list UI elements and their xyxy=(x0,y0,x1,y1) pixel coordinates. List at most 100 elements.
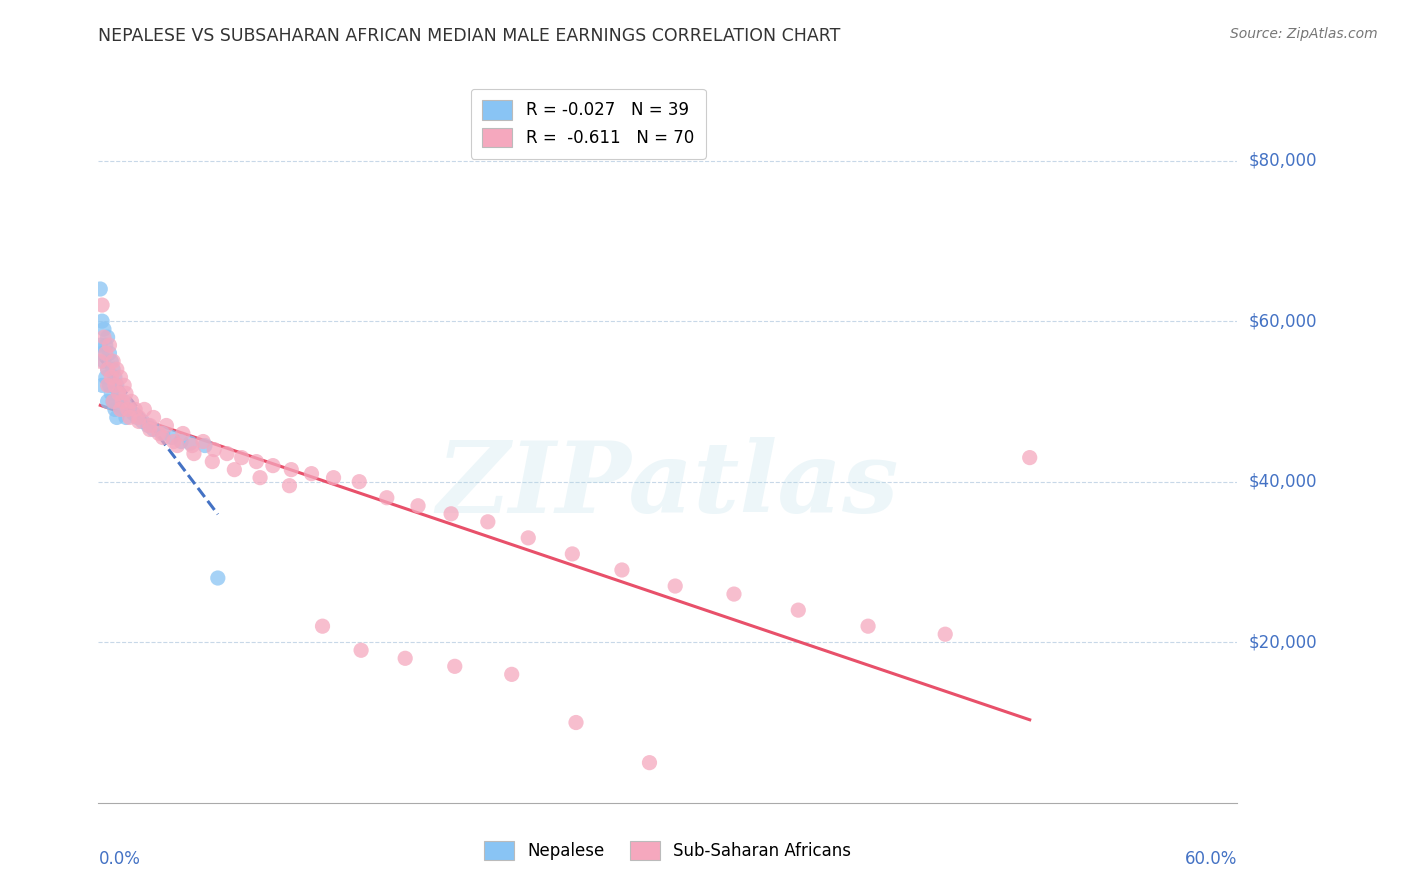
Point xyxy=(104,370,127,384)
Point xyxy=(91,314,114,328)
Point xyxy=(110,394,132,409)
Point xyxy=(94,338,117,352)
Point xyxy=(394,651,416,665)
Point xyxy=(107,386,129,401)
Point xyxy=(105,378,128,392)
Point xyxy=(443,659,465,673)
Point xyxy=(112,394,135,409)
Point xyxy=(349,475,371,489)
Point xyxy=(101,394,124,409)
Point xyxy=(350,643,373,657)
Point xyxy=(131,414,153,428)
Point xyxy=(322,470,344,484)
Point xyxy=(245,454,267,468)
Point xyxy=(101,362,124,376)
Point xyxy=(280,462,302,476)
Point xyxy=(934,627,956,641)
Point xyxy=(115,410,138,425)
Point xyxy=(375,491,398,505)
Point xyxy=(561,547,583,561)
Point xyxy=(856,619,879,633)
Point xyxy=(152,430,174,444)
Point xyxy=(121,394,143,409)
Point xyxy=(787,603,810,617)
Point xyxy=(125,410,148,425)
Point xyxy=(215,446,238,460)
Point xyxy=(170,434,193,449)
Point xyxy=(100,354,122,368)
Point xyxy=(111,394,134,409)
Point xyxy=(94,346,117,360)
Point xyxy=(163,434,186,449)
Point xyxy=(97,378,120,392)
Point xyxy=(97,394,120,409)
Point xyxy=(111,402,134,417)
Point xyxy=(128,410,150,425)
Point xyxy=(110,370,132,384)
Point xyxy=(160,430,183,444)
Point xyxy=(142,410,165,425)
Point xyxy=(118,402,141,417)
Point xyxy=(172,426,194,441)
Point xyxy=(166,438,188,452)
Point xyxy=(664,579,686,593)
Text: ZIPatlas: ZIPatlas xyxy=(437,437,898,533)
Point xyxy=(191,434,214,449)
Point xyxy=(610,563,633,577)
Point xyxy=(117,402,139,417)
Point xyxy=(105,410,128,425)
Point xyxy=(152,426,174,441)
Point xyxy=(134,402,156,417)
Text: NEPALESE VS SUBSAHARAN AFRICAN MEDIAN MALE EARNINGS CORRELATION CHART: NEPALESE VS SUBSAHARAN AFRICAN MEDIAN MA… xyxy=(98,27,841,45)
Point xyxy=(148,426,170,441)
Point xyxy=(136,418,159,433)
Text: 0.0%: 0.0% xyxy=(98,850,141,868)
Point xyxy=(155,418,177,433)
Point xyxy=(115,386,138,401)
Point xyxy=(112,378,135,392)
Point xyxy=(406,499,429,513)
Point xyxy=(179,436,201,450)
Point xyxy=(98,346,121,360)
Point xyxy=(142,422,165,436)
Text: $80,000: $80,000 xyxy=(1249,152,1317,169)
Text: $40,000: $40,000 xyxy=(1249,473,1317,491)
Point xyxy=(638,756,661,770)
Point xyxy=(440,507,463,521)
Point xyxy=(91,346,114,360)
Point xyxy=(201,454,224,468)
Point xyxy=(278,478,301,492)
Text: 60.0%: 60.0% xyxy=(1185,850,1237,868)
Point xyxy=(100,386,122,401)
Point xyxy=(94,370,117,384)
Point xyxy=(97,330,120,344)
Point xyxy=(104,378,127,392)
Point xyxy=(194,438,217,452)
Point xyxy=(124,402,146,417)
Point xyxy=(183,446,205,460)
Point xyxy=(1018,450,1040,465)
Point xyxy=(100,370,122,384)
Point xyxy=(517,531,540,545)
Point xyxy=(105,362,128,376)
Point xyxy=(104,402,127,417)
Text: $20,000: $20,000 xyxy=(1249,633,1317,651)
Point xyxy=(128,414,150,428)
Point xyxy=(98,338,121,352)
Text: $60,000: $60,000 xyxy=(1249,312,1317,330)
Point xyxy=(501,667,523,681)
Point xyxy=(101,394,124,409)
Point xyxy=(262,458,284,473)
Point xyxy=(110,402,132,417)
Text: Source: ZipAtlas.com: Source: ZipAtlas.com xyxy=(1230,27,1378,41)
Point xyxy=(97,362,120,376)
Point xyxy=(139,422,162,436)
Point xyxy=(139,418,162,433)
Point xyxy=(107,386,129,401)
Point xyxy=(202,442,225,457)
Point xyxy=(91,378,114,392)
Point xyxy=(98,378,121,392)
Point xyxy=(97,362,120,376)
Point xyxy=(101,354,124,368)
Point xyxy=(93,354,115,368)
